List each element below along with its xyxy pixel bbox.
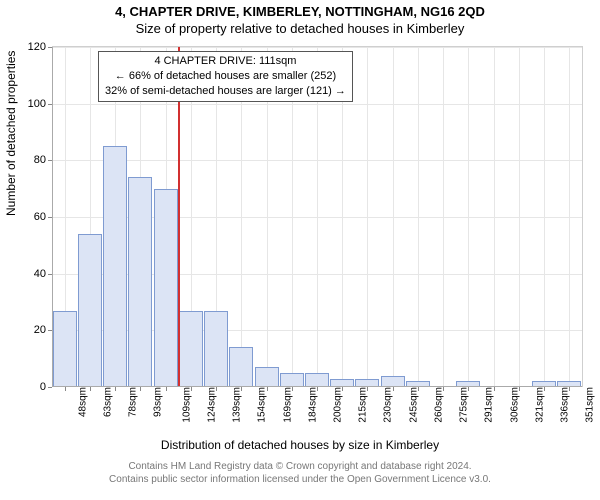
x-tick-mark [140, 387, 141, 391]
x-tick-label: 78sqm [122, 387, 139, 417]
x-tick-mark [569, 387, 570, 391]
x-tick-mark [367, 387, 368, 391]
gridline-v [443, 47, 444, 387]
x-tick-label: 139sqm [225, 387, 242, 423]
x-tick-label: 109sqm [175, 387, 192, 423]
x-axis-label: Distribution of detached houses by size … [0, 438, 600, 452]
y-axis-line [52, 47, 53, 387]
x-tick-label: 93sqm [147, 387, 164, 417]
x-tick-mark [443, 387, 444, 391]
x-tick-label: 336sqm [553, 387, 570, 423]
x-tick-mark [166, 387, 167, 391]
x-tick-label: 291sqm [478, 387, 495, 423]
x-tick-mark [191, 387, 192, 391]
y-tick-mark [48, 47, 52, 48]
x-tick-label: 306sqm [503, 387, 520, 423]
bar [53, 311, 77, 388]
bar [179, 311, 203, 388]
x-tick-label: 351sqm [579, 387, 596, 423]
x-tick-label: 184sqm [301, 387, 318, 423]
x-tick-mark [115, 387, 116, 391]
bar [103, 146, 127, 387]
x-tick-label: 275sqm [452, 387, 469, 423]
x-tick-label: 321sqm [528, 387, 545, 423]
y-tick-mark [48, 274, 52, 275]
gridline-v [544, 47, 545, 387]
bar [280, 373, 304, 387]
x-tick-mark [292, 387, 293, 391]
x-tick-label: 169sqm [276, 387, 293, 423]
footer-attribution: Contains HM Land Registry data © Crown c… [0, 460, 600, 486]
x-tick-mark [267, 387, 268, 391]
y-tick-mark [48, 160, 52, 161]
infobox-line: 4 CHAPTER DRIVE: 111sqm [105, 54, 346, 69]
y-tick-mark [48, 330, 52, 331]
x-tick-mark [90, 387, 91, 391]
bar [305, 373, 329, 387]
x-tick-label: 260sqm [427, 387, 444, 423]
bar [255, 367, 279, 387]
chart-infobox: 4 CHAPTER DRIVE: 111sqm← 66% of detached… [98, 51, 353, 102]
x-tick-label: 215sqm [352, 387, 369, 423]
x-tick-mark [418, 387, 419, 391]
gridline-v [393, 47, 394, 387]
y-axis-label: Number of detached properties [4, 51, 18, 216]
x-tick-mark [393, 387, 394, 391]
x-tick-mark [519, 387, 520, 391]
bar [154, 189, 178, 387]
bar [78, 234, 102, 387]
y-tick-mark [48, 387, 52, 388]
y-tick-mark [48, 217, 52, 218]
bar [204, 311, 228, 388]
gridline-v [519, 47, 520, 387]
gridline-v [367, 47, 368, 387]
bar [128, 177, 152, 387]
x-tick-mark [494, 387, 495, 391]
x-tick-label: 230sqm [377, 387, 394, 423]
x-tick-label: 154sqm [251, 387, 268, 423]
gridline-v [418, 47, 419, 387]
y-tick-mark [48, 104, 52, 105]
x-tick-mark [317, 387, 318, 391]
gridline-v [569, 47, 570, 387]
x-tick-mark [216, 387, 217, 391]
chart-plot-area: 4 CHAPTER DRIVE: 111sqm← 66% of detached… [52, 46, 583, 387]
infobox-line: ← 66% of detached houses are smaller (25… [105, 69, 346, 84]
x-tick-mark [342, 387, 343, 391]
x-tick-label: 124sqm [200, 387, 217, 423]
gridline-v [494, 47, 495, 387]
x-tick-mark [468, 387, 469, 391]
x-tick-mark [241, 387, 242, 391]
footer-line-1: Contains HM Land Registry data © Crown c… [0, 460, 600, 473]
gridline-v [468, 47, 469, 387]
page-title: 4, CHAPTER DRIVE, KIMBERLEY, NOTTINGHAM,… [0, 4, 600, 19]
x-tick-mark [544, 387, 545, 391]
bar [229, 347, 253, 387]
x-tick-label: 245sqm [402, 387, 419, 423]
x-tick-mark [65, 387, 66, 391]
page-subtitle: Size of property relative to detached ho… [0, 21, 600, 36]
infobox-line: 32% of semi-detached houses are larger (… [105, 84, 346, 99]
x-tick-label: 200sqm [326, 387, 343, 423]
x-tick-label: 63sqm [96, 387, 113, 417]
x-tick-label: 48sqm [71, 387, 88, 417]
footer-line-2: Contains public sector information licen… [0, 473, 600, 486]
